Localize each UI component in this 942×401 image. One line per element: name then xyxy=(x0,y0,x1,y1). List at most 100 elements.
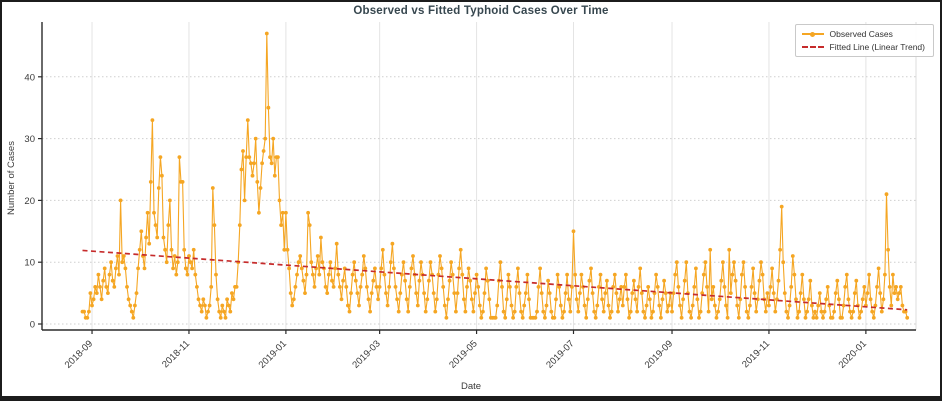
data-point-marker xyxy=(153,223,158,228)
data-point-marker xyxy=(422,291,426,295)
data-point-marker xyxy=(301,278,306,283)
data-point-marker xyxy=(346,303,350,308)
data-point-marker xyxy=(886,247,890,252)
y-axis-label: Number of Cases xyxy=(6,141,17,215)
data-point-marker xyxy=(388,260,393,265)
observed-line-swatch-icon xyxy=(801,31,824,37)
data-point-marker xyxy=(665,309,670,314)
data-point-marker xyxy=(825,285,830,289)
data-point-marker xyxy=(131,315,136,320)
data-point-marker xyxy=(212,223,217,228)
data-point-marker xyxy=(725,315,730,320)
data-point-marker xyxy=(705,285,709,289)
x-tick-label: 2018-11 xyxy=(160,338,192,370)
data-point-marker xyxy=(784,309,789,314)
legend-box: Observed Cases Fitted Line (Linear Trend… xyxy=(794,24,934,57)
data-point-marker xyxy=(765,291,770,295)
data-point-marker xyxy=(832,309,836,314)
data-point-marker xyxy=(741,260,746,265)
data-point-marker xyxy=(357,303,361,308)
data-point-marker xyxy=(271,136,276,141)
data-point-marker xyxy=(333,266,338,271)
data-point-marker xyxy=(428,260,433,265)
data-point-marker xyxy=(330,278,334,283)
x-tick-label: 2019-03 xyxy=(350,338,382,370)
data-point-marker xyxy=(252,161,256,166)
data-point-marker xyxy=(352,260,357,265)
data-point-marker xyxy=(417,278,422,283)
x-tick-label: 2019-07 xyxy=(544,338,576,370)
data-point-marker xyxy=(109,260,113,265)
data-point-marker xyxy=(794,297,798,302)
data-point-marker xyxy=(363,266,368,271)
data-point-marker xyxy=(860,297,865,302)
data-point-marker xyxy=(455,291,460,295)
data-point-marker xyxy=(632,278,636,283)
data-point-marker xyxy=(323,285,328,289)
data-point-marker xyxy=(717,297,722,302)
data-point-marker xyxy=(171,266,176,271)
data-point-marker xyxy=(183,266,188,271)
data-point-marker xyxy=(898,285,903,289)
data-point-marker xyxy=(773,309,778,314)
data-point-marker xyxy=(701,272,706,277)
data-point-marker xyxy=(903,309,908,314)
data-point-marker xyxy=(620,303,625,308)
data-point-marker xyxy=(411,254,415,258)
data-point-marker xyxy=(158,155,163,160)
legend-label-fitted: Fitted Line (Linear Trend) xyxy=(829,42,925,52)
x-tick-label: 2019-09 xyxy=(643,338,675,370)
data-point-marker xyxy=(870,309,875,314)
data-point-marker xyxy=(398,291,403,295)
data-point-marker xyxy=(833,291,838,295)
data-point-marker xyxy=(180,180,185,184)
data-point-marker xyxy=(619,285,624,289)
data-point-marker xyxy=(104,285,109,289)
data-point-marker xyxy=(469,297,474,302)
data-point-marker xyxy=(646,285,651,289)
data-point-marker xyxy=(101,278,106,283)
data-point-marker xyxy=(129,309,134,314)
x-tick-label: 2019-11 xyxy=(740,338,772,370)
data-point-marker xyxy=(450,272,455,277)
data-point-marker xyxy=(152,210,156,215)
data-point-marker xyxy=(339,297,344,302)
data-point-marker xyxy=(781,260,786,265)
data-point-marker xyxy=(848,309,852,314)
data-point-marker xyxy=(525,272,530,277)
data-point-marker xyxy=(639,291,644,295)
data-point-marker xyxy=(206,309,210,314)
fitted-line-swatch-icon xyxy=(801,46,824,48)
data-point-marker xyxy=(570,285,574,289)
data-point-marker xyxy=(155,235,160,240)
data-point-marker xyxy=(587,278,592,283)
data-point-marker xyxy=(811,315,816,320)
data-point-marker xyxy=(476,285,481,289)
data-point-marker xyxy=(169,247,174,252)
data-point-marker xyxy=(584,315,589,320)
data-point-marker xyxy=(544,303,549,308)
data-point-marker xyxy=(724,303,728,308)
data-point-marker xyxy=(876,266,881,271)
data-point-marker xyxy=(319,235,323,240)
data-point-marker xyxy=(757,278,762,283)
data-point-marker xyxy=(396,309,401,314)
data-point-marker xyxy=(444,315,449,320)
data-point-marker xyxy=(589,266,593,271)
data-point-marker xyxy=(612,272,617,277)
data-point-marker xyxy=(867,272,871,277)
data-point-marker xyxy=(266,105,271,110)
data-point-marker xyxy=(423,309,428,314)
data-point-marker xyxy=(535,309,539,314)
data-point-marker xyxy=(237,223,242,228)
data-point-marker xyxy=(533,315,538,320)
data-point-marker xyxy=(307,223,312,228)
data-point-marker xyxy=(878,291,883,295)
data-point-marker xyxy=(641,309,646,314)
data-point-marker xyxy=(299,266,304,271)
x-axis-label: Date xyxy=(460,381,482,392)
data-point-marker xyxy=(905,315,910,320)
data-point-marker xyxy=(600,297,604,302)
marker-dot-icon xyxy=(810,31,816,37)
data-point-marker xyxy=(284,210,288,215)
